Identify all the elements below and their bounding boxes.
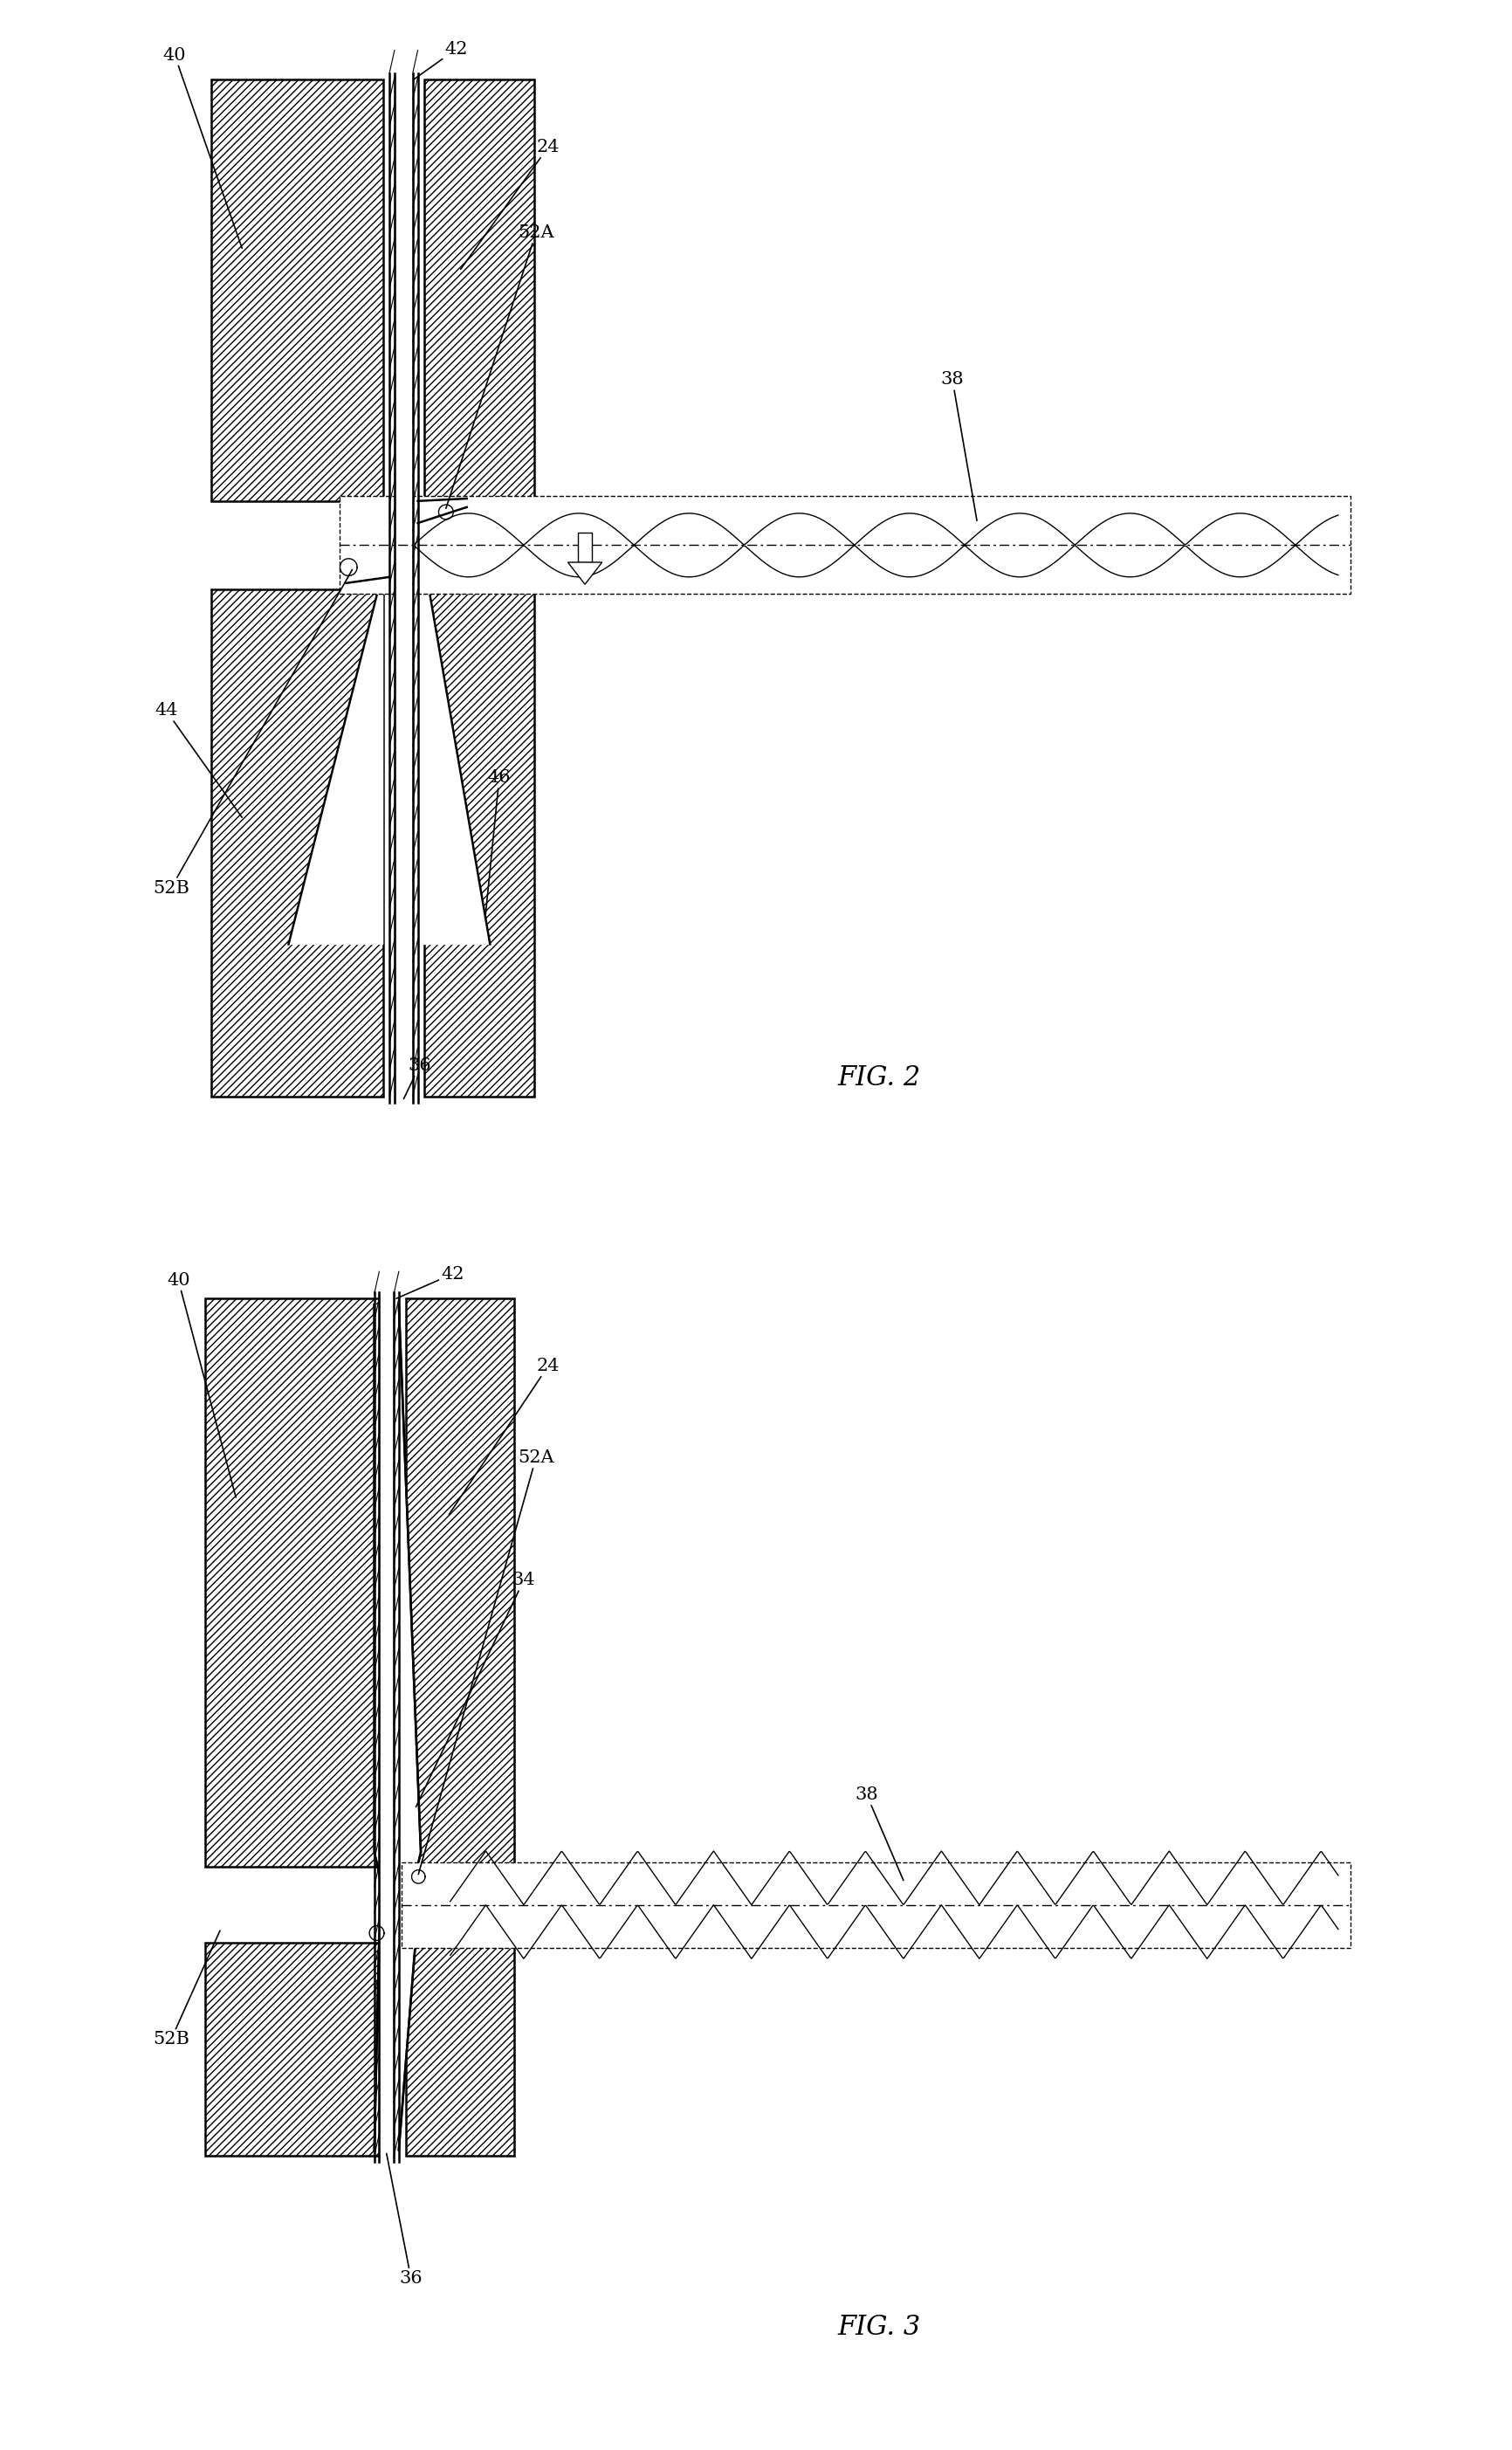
- Text: FIG. 2: FIG. 2: [836, 1063, 919, 1093]
- Text: 44: 44: [154, 703, 242, 818]
- Bar: [380, 1294, 393, 2161]
- Polygon shape: [423, 595, 490, 943]
- Bar: [423, 588, 534, 1095]
- Text: 24: 24: [449, 1357, 559, 1514]
- Bar: [340, 495, 1350, 593]
- Bar: [212, 78, 383, 500]
- Text: 42: 42: [396, 1267, 464, 1298]
- Bar: [405, 1298, 514, 1867]
- Text: 24: 24: [460, 140, 559, 270]
- Text: 38: 38: [854, 1786, 903, 1882]
- Bar: [423, 78, 534, 500]
- Text: 36: 36: [387, 2154, 422, 2286]
- Bar: [578, 532, 593, 561]
- Text: 34: 34: [416, 1573, 535, 1808]
- Text: 40: 40: [163, 47, 242, 247]
- Polygon shape: [289, 595, 383, 943]
- Text: 46: 46: [485, 769, 511, 919]
- Text: 52B: 52B: [153, 1931, 219, 2048]
- Text: 52A: 52A: [446, 225, 553, 507]
- Text: 42: 42: [413, 42, 467, 78]
- Text: 52A: 52A: [419, 1450, 553, 1874]
- Polygon shape: [567, 561, 602, 583]
- Bar: [395, 74, 413, 1103]
- Bar: [405, 1943, 514, 2156]
- Bar: [206, 1298, 389, 1867]
- Bar: [212, 588, 383, 1095]
- Text: FIG. 3: FIG. 3: [836, 2313, 919, 2342]
- Text: 36: 36: [404, 1058, 431, 1098]
- Bar: [401, 1862, 1350, 1948]
- Text: 38: 38: [940, 372, 977, 522]
- Polygon shape: [373, 1303, 420, 2151]
- Bar: [206, 1943, 389, 2156]
- Text: 52B: 52B: [153, 568, 352, 897]
- Text: 40: 40: [166, 1272, 236, 1497]
